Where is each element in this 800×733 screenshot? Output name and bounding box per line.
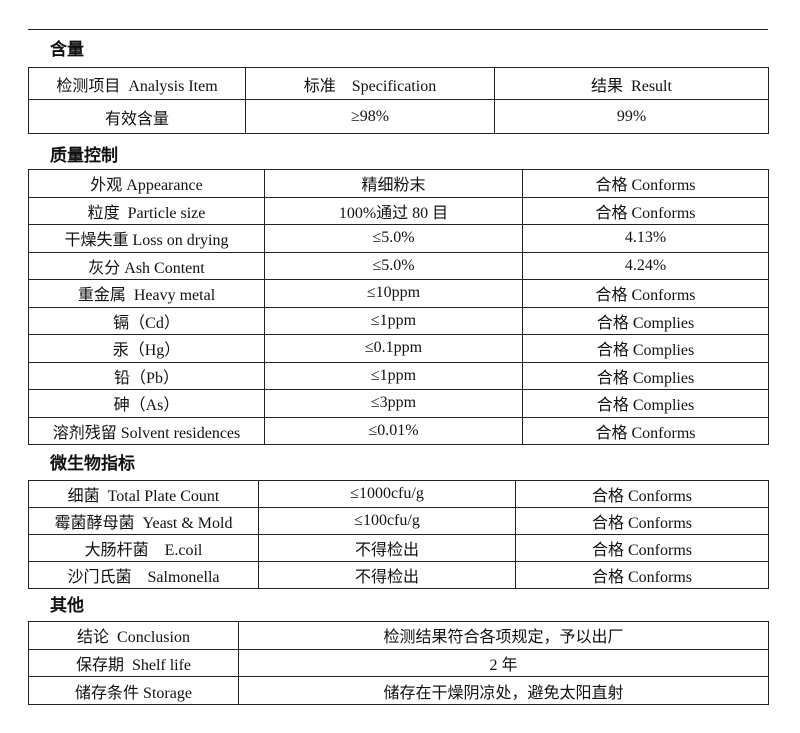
section-title: 其他	[50, 596, 84, 616]
table-row: 结论 Conclusion 检测结果符合各项规定，予以出厂	[28, 621, 769, 650]
table-row: 细菌 Total Plate Count ≤1000cfu/g 合格 Conform…	[28, 480, 769, 508]
result-cell: 合格 Complies	[522, 334, 769, 363]
spec-cell: 标准 Specification	[245, 67, 495, 100]
item-cell: 保存期 Shelf life	[28, 648, 239, 678]
result-cell: 4.24%	[522, 251, 769, 280]
spec-cell: ≤0.1ppm	[264, 334, 523, 363]
result-cell: 合格 Conforms	[515, 507, 769, 535]
item-cell: 沙门氏菌 Salmonella	[28, 561, 259, 589]
item-cell: 结论 Conclusion	[28, 621, 239, 650]
spec-cell: 检测结果符合各项规定，予以出厂	[238, 621, 769, 650]
result-cell: 合格 Complies	[522, 306, 769, 335]
result-cell: 合格 Conforms	[515, 480, 769, 508]
spec-cell: ≤1ppm	[264, 306, 523, 335]
result-cell: 合格 Conforms	[515, 534, 769, 562]
item-cell: 干燥失重 Loss on drying	[28, 224, 265, 253]
table-row: 铅（Pb） ≤1ppm 合格 Complies	[28, 361, 769, 390]
spec-cell: 储存在干燥阴凉处，避免太阳直射	[238, 676, 769, 706]
table-row: 有效含量 ≥98% 99%	[28, 99, 769, 134]
result-cell: 合格 Conforms	[522, 169, 769, 198]
spec-cell: ≤5.0%	[264, 224, 523, 253]
table-row: 大肠杆菌 E.coil 不得检出 合格 Conforms	[28, 534, 769, 562]
table-row: 灰分 Ash Content ≤5.0% 4.24%	[28, 251, 769, 280]
table-row: 溶剂残留 Solvent residences ≤0.01% 合格 Conforms	[28, 416, 769, 445]
table-row: 粒度 Particle size 100%通过 80 目合格 Conforms	[28, 196, 769, 225]
table-row: 镉（Cd） ≤1ppm 合格 Complies	[28, 306, 769, 335]
item-cell: 检测项目 Analysis Item	[28, 67, 246, 100]
top-rule	[28, 29, 768, 30]
spec-cell: ≤1ppm	[264, 361, 523, 390]
table-row: 汞（Hg） ≤0.1ppm 合格 Complies	[28, 334, 769, 363]
spec-cell: 精细粉末	[264, 169, 523, 198]
section-table: 细菌 Total Plate Count ≤1000cfu/g 合格 Conform…	[28, 480, 769, 589]
section-title: 含量	[50, 40, 84, 60]
item-cell: 砷（As）	[28, 389, 265, 418]
spec-cell: ≤0.01%	[264, 416, 523, 445]
spec-cell: ≤3ppm	[264, 389, 523, 418]
spec-cell: 不得检出	[258, 561, 516, 589]
result-cell: 合格 Conforms	[522, 196, 769, 225]
table-header-row: 检测项目 Analysis Item 标准 Specification 结果 Res…	[28, 67, 769, 100]
table-row: 沙门氏菌 Salmonella 不得检出 合格 Conforms	[28, 561, 769, 589]
item-cell: 储存条件 Storage	[28, 676, 239, 706]
item-cell: 细菌 Total Plate Count	[28, 480, 259, 508]
item-cell: 霉菌酵母菌 Yeast & Mold	[28, 507, 259, 535]
table-row: 霉菌酵母菌 Yeast & Mold ≤100cfu/g 合格 Conforms	[28, 507, 769, 535]
item-cell: 镉（Cd）	[28, 306, 265, 335]
result-cell: 合格 Conforms	[515, 561, 769, 589]
spec-cell: 不得检出	[258, 534, 516, 562]
result-cell: 合格 Conforms	[522, 279, 769, 308]
section-title: 质量控制	[50, 146, 118, 166]
section-table: 外观 Appearance 精细粉末 合格 Conforms 粒度 Particle …	[28, 169, 769, 445]
section-table: 结论 Conclusion 检测结果符合各项规定，予以出厂 保存期 Shelf li…	[28, 621, 769, 706]
result-cell: 4.13%	[522, 224, 769, 253]
table-row: 干燥失重 Loss on drying ≤5.0% 4.13%	[28, 224, 769, 253]
section-table: 检测项目 Analysis Item 标准 Specification 结果 Res…	[28, 67, 769, 134]
result-cell: 合格 Complies	[522, 389, 769, 418]
table-row: 砷（As） ≤3ppm 合格 Complies	[28, 389, 769, 418]
item-cell: 汞（Hg）	[28, 334, 265, 363]
result-cell: 结果 Result	[494, 67, 769, 100]
table-row: 重金属 Heavy metal ≤10ppm 合格 Conforms	[28, 279, 769, 308]
section-title: 微生物指标	[50, 454, 135, 474]
table-row: 外观 Appearance 精细粉末 合格 Conforms	[28, 169, 769, 198]
item-cell: 有效含量	[28, 99, 246, 134]
result-cell: 合格 Conforms	[522, 416, 769, 445]
spec-cell: ≤1000cfu/g	[258, 480, 516, 508]
spec-cell: ≤5.0%	[264, 251, 523, 280]
result-cell: 99%	[494, 99, 769, 134]
spec-cell: ≥98%	[245, 99, 495, 134]
item-cell: 铅（Pb）	[28, 361, 265, 390]
item-cell: 粒度 Particle size	[28, 196, 265, 225]
result-cell: 合格 Complies	[522, 361, 769, 390]
item-cell: 灰分 Ash Content	[28, 251, 265, 280]
spec-cell: 2 年	[238, 648, 769, 678]
spec-cell: ≤100cfu/g	[258, 507, 516, 535]
item-cell: 溶剂残留 Solvent residences	[28, 416, 265, 445]
table-row: 保存期 Shelf life 2 年	[28, 648, 769, 678]
table-row: 储存条件 Storage 储存在干燥阴凉处，避免太阳直射	[28, 676, 769, 706]
item-cell: 外观 Appearance	[28, 169, 265, 198]
item-cell: 重金属 Heavy metal	[28, 279, 265, 308]
spec-cell: ≤10ppm	[264, 279, 523, 308]
item-cell: 大肠杆菌 E.coil	[28, 534, 259, 562]
spec-cell: 100%通过 80 目	[264, 196, 523, 225]
